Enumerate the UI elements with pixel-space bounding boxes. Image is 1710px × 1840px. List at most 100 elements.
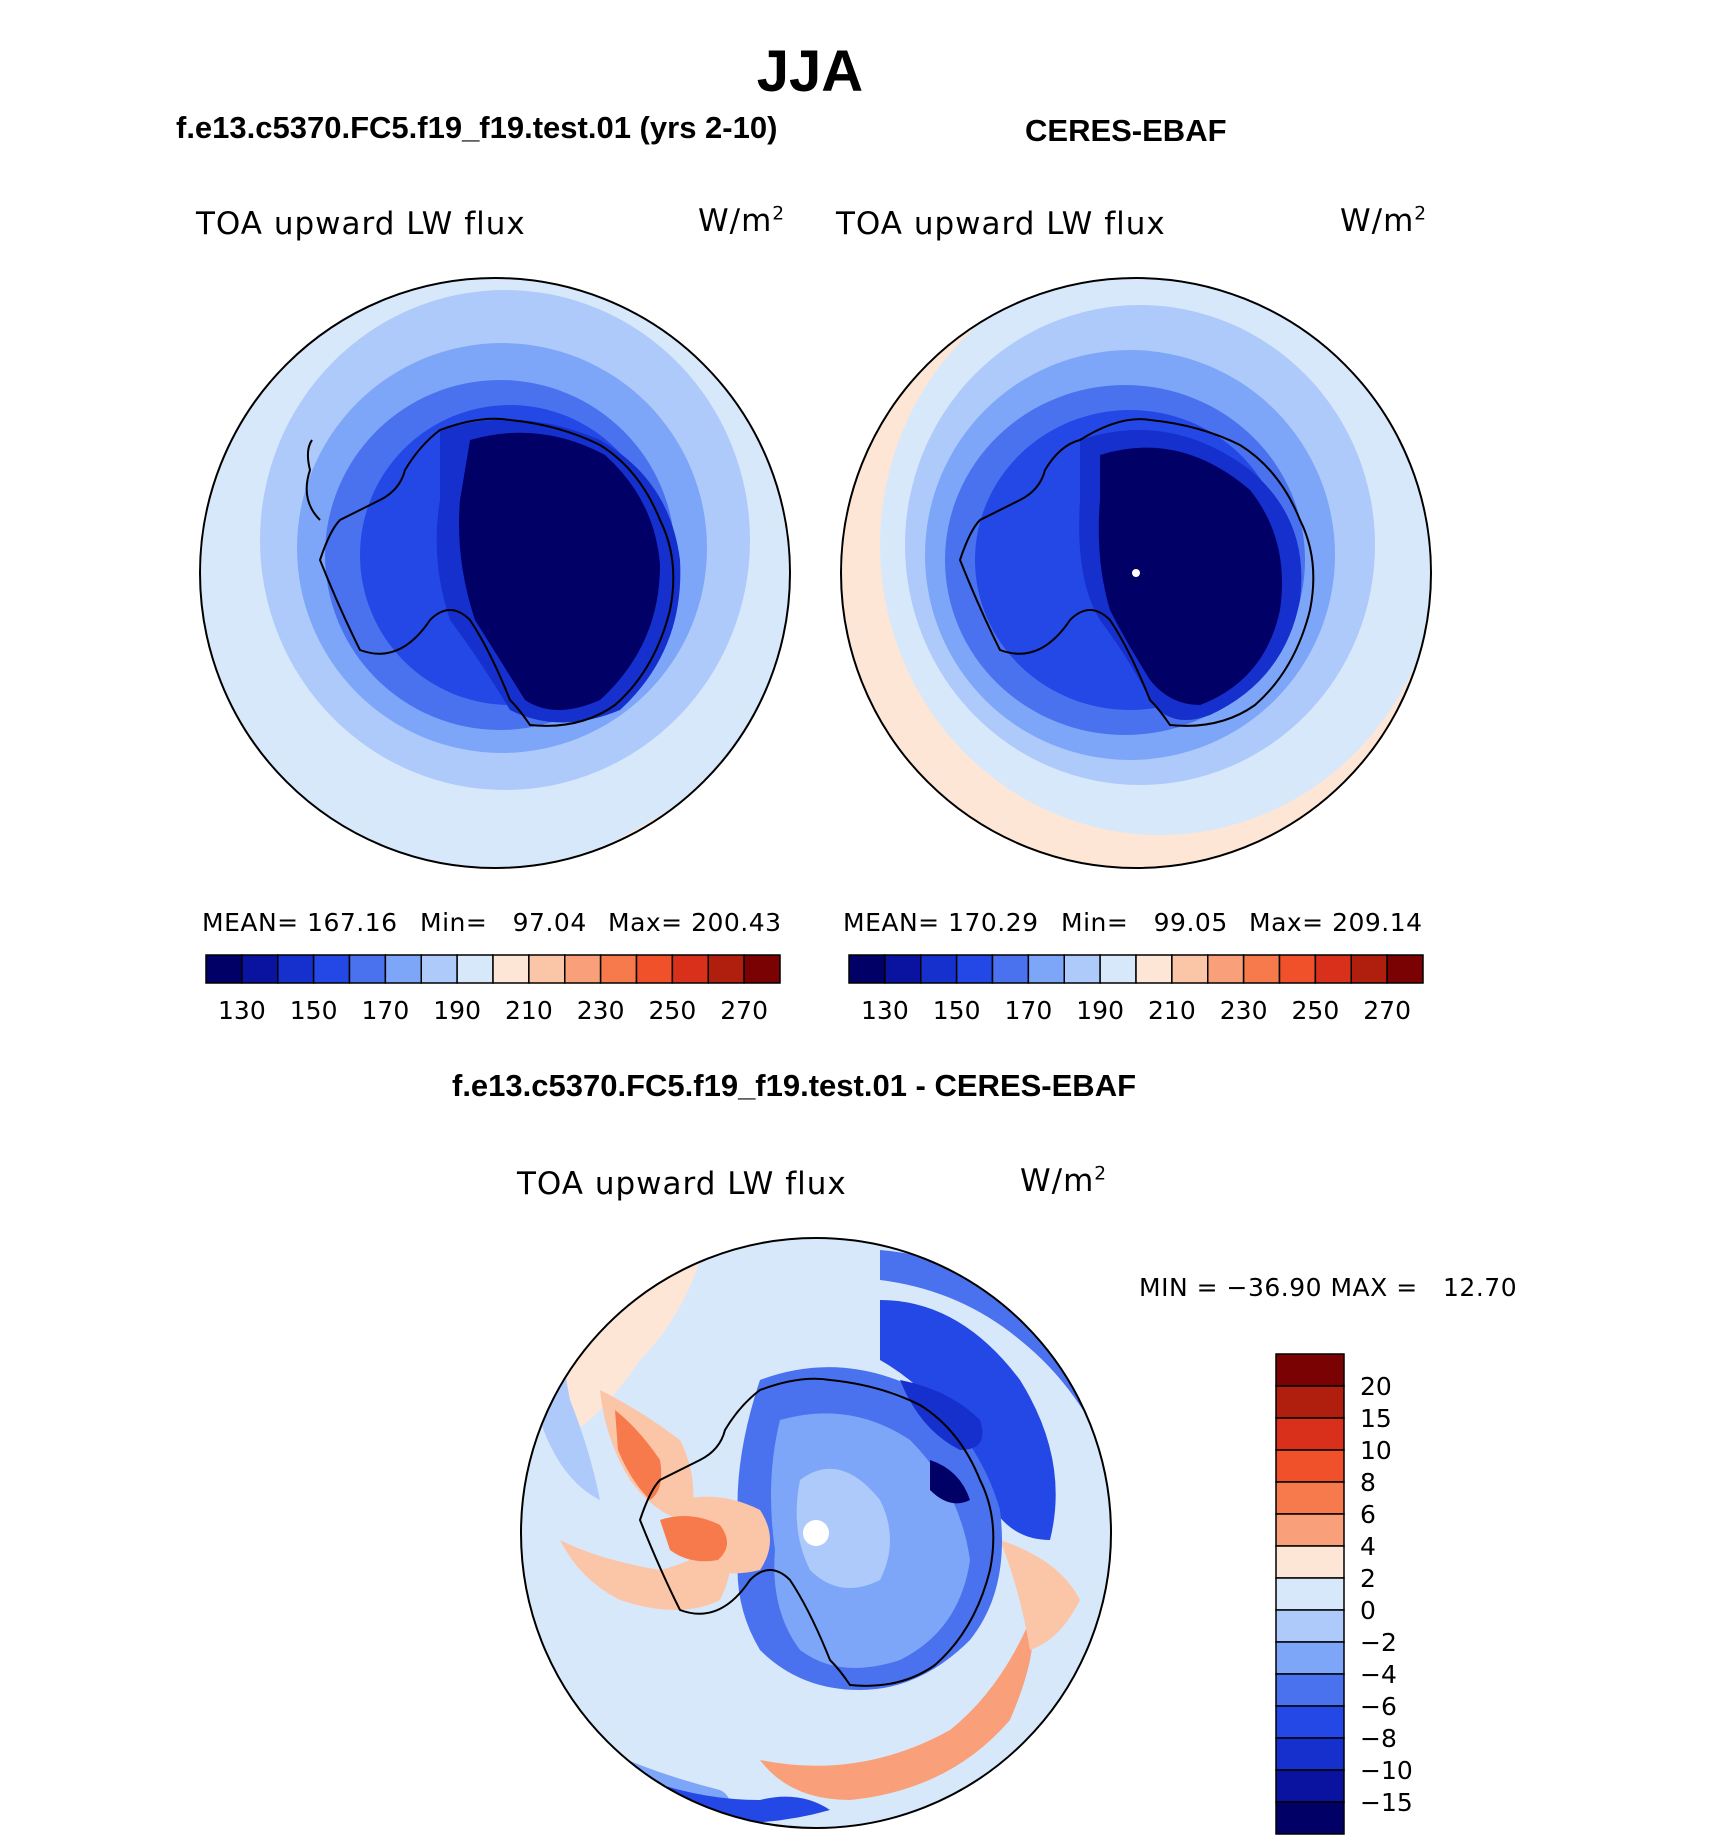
model-variable-label: TOA upward LW flux [196, 206, 526, 242]
obs-variable-label: TOA upward LW flux [836, 206, 1166, 242]
diff-colorbar-swatch [1275, 1641, 1345, 1675]
obs-colorbar-swatch [1135, 954, 1173, 984]
model-map-border [199, 277, 791, 869]
obs-max-stat: Max= 209.14 [1249, 908, 1423, 937]
diff-min-max-stat: MIN = −36.90 MAX = 12.70 [1139, 1273, 1518, 1302]
obs-colorbar-swatch [848, 954, 886, 984]
obs-colorbar-tick-label: 130 [861, 996, 909, 1025]
model-colorbar-swatch [205, 954, 243, 984]
obs-colorbar-swatch [1242, 954, 1281, 984]
model-colorbar-tick-label: 230 [576, 996, 625, 1025]
model-max-stat: Max= 200.43 [608, 908, 782, 937]
model-panel-title: f.e13.c5370.FC5.f19_f19.test.01 (yrs 2-1… [176, 110, 778, 145]
diff-colorbar-swatch [1275, 1513, 1345, 1547]
model-colorbar-swatch [348, 954, 387, 984]
obs-colorbar-tick-label: 210 [1148, 996, 1196, 1025]
diff-colorbar-tick-label: 20 [1360, 1372, 1392, 1401]
diff-colorbar-swatch [1275, 1353, 1345, 1387]
diff-colorbar-tick-label: 8 [1360, 1468, 1376, 1497]
obs-colorbar-tick-label: 190 [1076, 996, 1124, 1025]
model-colorbar-swatch [420, 954, 458, 984]
model-polar-map [200, 278, 790, 868]
obs-colorbar-swatch [1350, 954, 1388, 984]
diff-colorbar-swatch [1275, 1385, 1345, 1419]
obs-colorbar-tick-label: 150 [932, 996, 981, 1025]
obs-map-border [840, 277, 1432, 869]
model-colorbar-swatch [384, 954, 422, 984]
diff-colorbar-tick-label: 0 [1360, 1596, 1376, 1625]
model-colorbar-tick-label: 270 [720, 996, 768, 1025]
diff-colorbar-swatch [1275, 1577, 1345, 1611]
obs-colorbar-swatch [1314, 954, 1352, 984]
diff-colorbar-tick-label: 2 [1360, 1564, 1376, 1593]
obs-colorbar-swatch [1386, 954, 1424, 984]
model-colorbar-tick-label: 170 [361, 996, 410, 1025]
obs-colorbar-tick-label: 230 [1219, 996, 1268, 1025]
diff-colorbar-swatch [1275, 1705, 1345, 1739]
model-antarctica-coastline [318, 417, 675, 727]
model-units-label: W/m2 [698, 203, 786, 239]
obs-colorbar-swatch [1099, 954, 1137, 984]
model-colorbar-tick-label: 250 [648, 996, 697, 1025]
model-colorbar-swatch [528, 954, 566, 984]
model-colorbar-swatch [456, 954, 494, 984]
obs-colorbar-tick-label: 270 [1363, 996, 1411, 1025]
obs-colorbar-swatch [1278, 954, 1317, 984]
model-colorbar-swatch [564, 954, 602, 984]
figure-title: JJA [756, 39, 864, 104]
diff-map-border [520, 1237, 1112, 1829]
diff-colorbar [1275, 1353, 1345, 1835]
obs-colorbar-tick-label: 250 [1291, 996, 1340, 1025]
model-mean-stat: MEAN= 167.16 [202, 908, 398, 937]
model-colorbar-tick-label: 150 [289, 996, 338, 1025]
diff-colorbar-tick-label: −15 [1360, 1788, 1413, 1817]
obs-colorbar-tick-label: 170 [1004, 996, 1053, 1025]
diff-colorbar-tick-label: −6 [1360, 1692, 1397, 1721]
diff-colorbar-swatch [1275, 1737, 1345, 1771]
model-colorbar-swatch [707, 954, 745, 984]
model-colorbar-swatch [492, 954, 530, 984]
diff-colorbar-swatch [1275, 1801, 1345, 1835]
obs-colorbar-swatch [920, 954, 958, 984]
obs-pole-marker [1132, 569, 1140, 577]
model-colorbar-swatch [743, 954, 781, 984]
obs-colorbar-swatch [1027, 954, 1065, 984]
model-colorbar-tick-label: 130 [218, 996, 266, 1025]
diff-colorbar-swatch [1275, 1545, 1345, 1579]
model-colorbar-tick-label: 210 [505, 996, 553, 1025]
diff-colorbar-tick-label: 10 [1360, 1436, 1392, 1465]
model-colorbar [205, 954, 781, 984]
obs-mean-stat: MEAN= 170.29 [843, 908, 1039, 937]
diff-colorbar-swatch [1275, 1673, 1345, 1707]
diff-colorbar-tick-label: −2 [1360, 1628, 1397, 1657]
diff-colorbar-tick-label: −8 [1360, 1724, 1397, 1753]
model-colorbar-swatch [312, 954, 351, 984]
obs-min-stat: Min= 99.05 [1061, 908, 1228, 937]
diff-colorbar-tick-label: −4 [1360, 1660, 1397, 1689]
diff-units-label: W/m2 [1020, 1163, 1108, 1199]
diff-panel-title: f.e13.c5370.FC5.f19_f19.test.01 - CERES-… [452, 1068, 1137, 1103]
diff-colorbar-swatch [1275, 1449, 1345, 1483]
obs-colorbar [848, 954, 1424, 984]
diff-colorbar-tick-label: 15 [1360, 1404, 1392, 1433]
obs-colorbar-swatch [1207, 954, 1245, 984]
model-colorbar-tick-label: 190 [433, 996, 481, 1025]
model-colorbar-swatch [671, 954, 709, 984]
model-colorbar-swatch [277, 954, 315, 984]
diff-colorbar-tick-label: 6 [1360, 1500, 1376, 1529]
obs-units-label: W/m2 [1340, 203, 1428, 239]
diff-polar-map [521, 1238, 1111, 1828]
diff-colorbar-tick-label: 4 [1360, 1532, 1376, 1561]
model-min-stat: Min= 97.04 [420, 908, 587, 937]
diff-pole-marker [803, 1520, 829, 1546]
diff-colorbar-swatch [1275, 1417, 1345, 1451]
obs-colorbar-swatch [884, 954, 922, 984]
diff-colorbar-swatch [1275, 1769, 1345, 1803]
diff-variable-label: TOA upward LW flux [517, 1166, 847, 1202]
obs-antarctica-coastline [958, 418, 1315, 727]
model-colorbar-swatch [599, 954, 638, 984]
model-colorbar-swatch [635, 954, 674, 984]
obs-colorbar-swatch [1063, 954, 1101, 984]
model-colorbar-swatch [241, 954, 279, 984]
